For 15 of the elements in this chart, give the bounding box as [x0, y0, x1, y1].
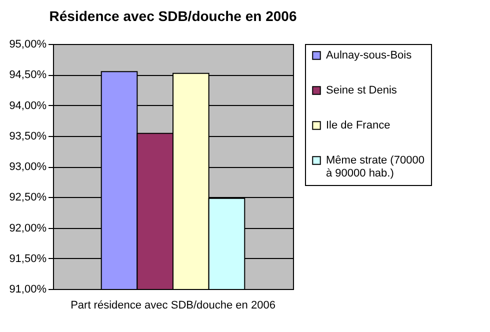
y-tick-label: 93,00% [9, 161, 47, 173]
chart-title: Résidence avec SDB/douche en 2006 [49, 8, 297, 24]
legend-label: Même strate (70000 à 90000 hab.) [326, 154, 424, 180]
y-tick-label: 92,00% [9, 222, 47, 234]
y-tick-label: 92,50% [9, 192, 47, 204]
legend-label: Ile de France [326, 120, 390, 132]
y-tick-label: 91,50% [9, 252, 47, 265]
y-tick-label: 91,00% [9, 284, 47, 296]
y-tick-label: 93,50% [9, 130, 47, 142]
x-tick-label: Part résidence avec SDB/douche en 2006 [70, 300, 276, 312]
y-tick-label: 94,50% [9, 69, 47, 82]
y-tick-label: 94,00% [9, 100, 47, 112]
y-tick-label: 95,00% [9, 38, 47, 50]
legend-label: Aulnay-sous-Bois [326, 50, 412, 62]
legend-label: Seine st Denis [326, 84, 398, 96]
